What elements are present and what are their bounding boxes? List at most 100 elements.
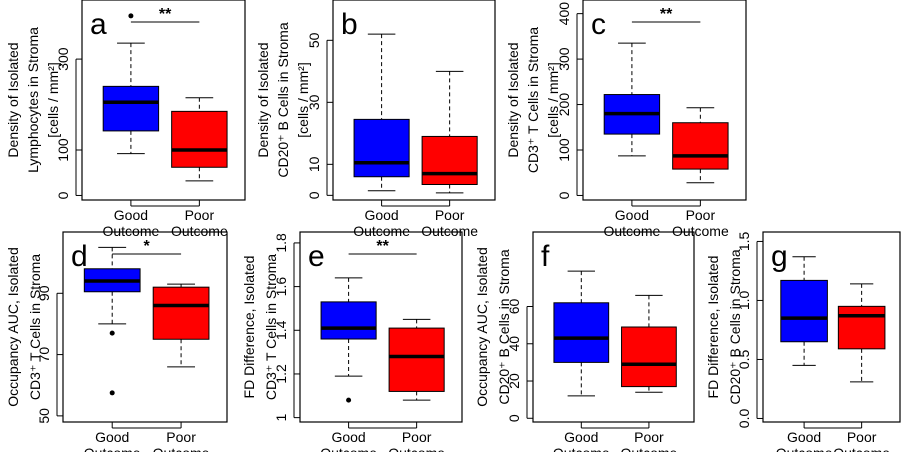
y-tick-label: 1.5 [736,231,752,251]
y-axis-label: Density of Isolated [505,42,521,157]
y-tick-label: 0.5 [736,350,752,370]
x-category-label: Good [114,207,148,223]
box-body [102,85,160,132]
significance-label: ** [159,6,172,23]
y-axis-label: Occupancy AUC, Isolated [5,247,21,407]
plot-frame [582,0,747,201]
x-category-label: Outcome [84,445,141,452]
y-tick-label: 0 [306,191,322,199]
y-tick-label: 60 [506,299,522,315]
y-tick-label: 50 [306,32,322,48]
x-category-label: Outcome [320,445,377,452]
x-category-label: Poor [847,429,877,445]
panel-letter: a [90,8,107,41]
y-axis-label: Density of Isolated [5,42,21,157]
y-tick-label: 200 [556,93,572,117]
y-tick-label: 1.2 [273,364,289,384]
y-tick-label: 10 [306,156,322,172]
x-category-label: Outcome [621,445,678,452]
y-axis-label: Lymphocytes in Stroma [25,27,41,173]
panel-letter: f [541,240,550,273]
x-category-label: Poor [166,429,196,445]
x-category-label: Outcome [153,445,210,452]
significance-label: ** [376,238,389,255]
x-category-label: Outcome [102,223,159,239]
x-category-label: Outcome [776,445,833,452]
plot-frame [532,231,695,423]
box-body [353,118,410,178]
plot-frame [81,0,246,201]
panel-letter: c [591,8,606,41]
y-tick-label: 20 [506,373,522,389]
y-tick-label: 1.6 [273,277,289,297]
x-category-label: Poor [435,207,465,223]
panel-c: 0 100 200 300 400 Density of Isolated CD3⁺ T C… [505,0,747,239]
panel-g: 0.0 0.5 1.0 1.5 FD Difference, Isolated CD20⁺… [705,231,901,452]
box-body [621,326,677,388]
x-category-label: Outcome [353,223,410,239]
x-category-label: Good [564,429,598,445]
x-category-label: Good [787,429,821,445]
box-body [837,305,886,350]
x-category-label: Outcome [421,223,478,239]
y-tick-label: 0 [55,191,71,199]
y-tick-label: 100 [556,138,572,162]
y-tick-label: 0 [506,414,522,422]
x-category-label: Poor [402,429,432,445]
x-category-label: Poor [634,429,664,445]
panel-e: 1 1.2 1.4 1.6 1.8 FD Difference, Isolated CD3⁺… [241,231,463,452]
box-body [388,327,445,392]
x-category-label: Outcome [833,445,890,452]
y-tick-label: 300 [55,47,71,71]
plot-frame [762,231,901,423]
y-tick-label: 1 [273,414,289,422]
y-axis-label: CD20⁺ B Cells in Stroma [496,249,512,404]
outlier-point [109,390,115,396]
y-tick-label: 1.0 [736,291,752,311]
box-body [780,279,828,343]
y-tick-label: 30 [306,94,322,110]
y-tick-label: 1.8 [273,233,289,253]
y-tick-label: 50 [36,408,52,424]
y-axis-label: FD Difference, Isolated [241,256,257,399]
y-axis-label: [cells / mm²] [295,62,311,137]
x-category-label: Outcome [553,445,610,452]
panel-letter: d [71,240,88,273]
x-category-label: Good [364,207,398,223]
y-tick-label: 40 [506,336,522,352]
panel-d: 50 70 90 Occupancy AUC, Isolated CD3⁺ T Cell… [5,231,228,452]
significance-label: ** [660,6,673,23]
y-tick-label: 1.4 [273,320,289,340]
significance-label: * [144,238,151,255]
x-category-label: Good [95,429,129,445]
y-tick-label: 400 [556,2,572,26]
y-tick-label: 100 [55,138,71,162]
panel-letter: b [341,8,358,41]
outlier-point [109,330,115,336]
y-axis-label: CD3⁺ T Cells in Stroma [27,254,43,400]
x-category-label: Good [331,429,365,445]
y-axis-label: FD Difference, Isolated [705,256,721,399]
plot-frame [299,231,463,423]
box-body [672,122,729,170]
box-body [152,286,210,340]
box-body [320,301,377,340]
x-category-label: Poor [686,207,716,223]
plot-frame [62,231,228,423]
panel-letter: e [308,240,325,273]
outlier-point [346,397,352,403]
y-axis-label: Density of Isolated [255,42,271,157]
box-body [553,302,610,363]
y-axis-label: Occupancy AUC, Isolated [474,247,490,407]
y-tick-label: 300 [556,47,572,71]
panel-f: 0 20 40 60 Occupancy AUC, Isolated CD20⁺ B Ce… [474,231,695,452]
x-category-label: Outcome [672,223,729,239]
x-category-label: Outcome [171,223,228,239]
panel-letter: g [771,240,788,273]
y-tick-label: 90 [36,285,52,301]
y-axis-label: CD3⁺ T Cells in Stroma [263,254,279,400]
y-axis-label: CD3⁺ T Cells in Stroma [525,27,541,173]
y-axis-label: CD20⁺ B Cells in Stroma [727,249,743,404]
y-tick-label: 70 [36,347,52,363]
